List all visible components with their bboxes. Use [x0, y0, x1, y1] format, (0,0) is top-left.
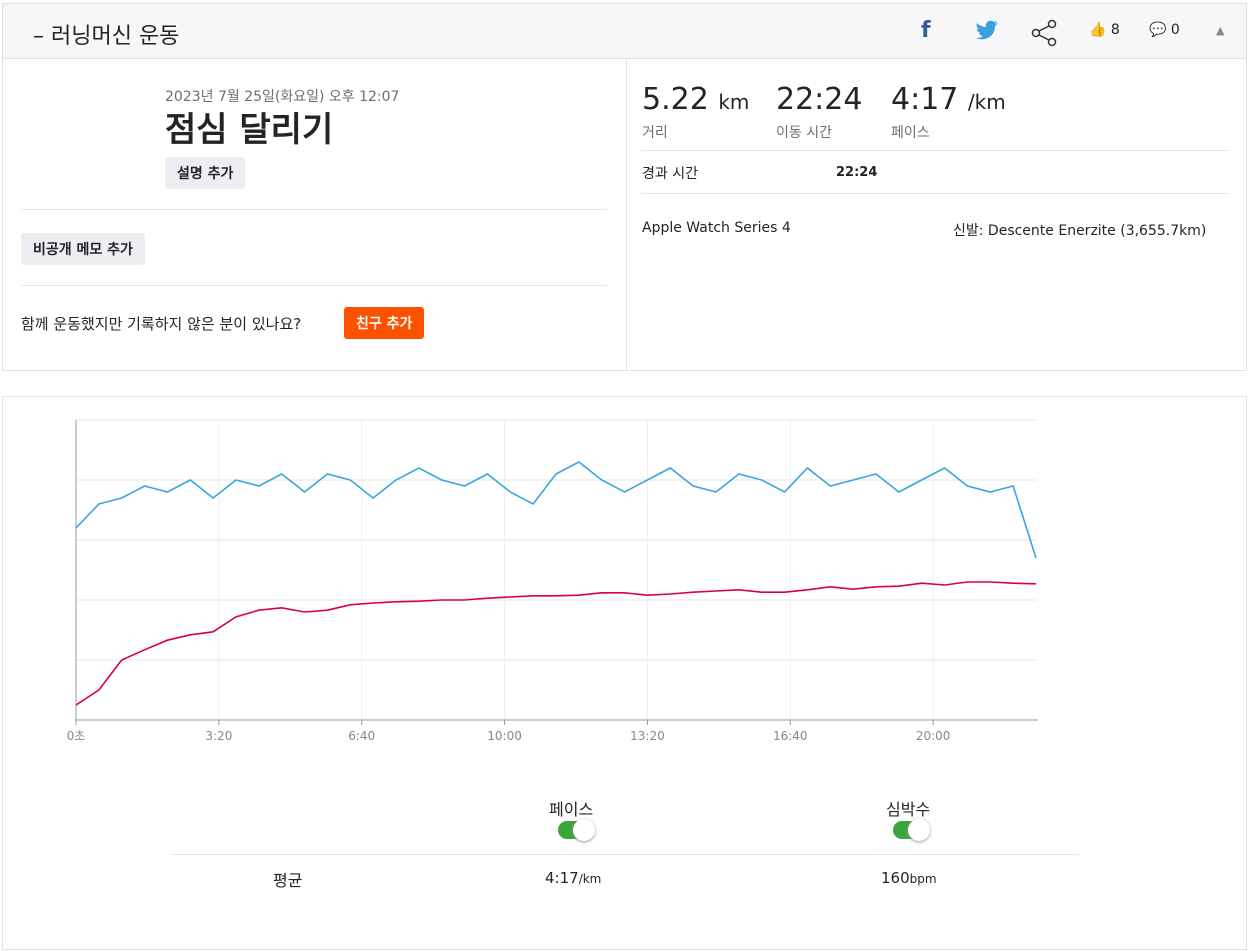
distance: 5.22: [642, 82, 709, 117]
average-pace: 4:17/km: [545, 869, 601, 887]
shoes: 신발: Descente Enerzite (3,655.7km): [953, 223, 1207, 239]
divider: [21, 285, 607, 286]
line-series: [75, 581, 1037, 706]
header-bar: [3, 4, 1246, 59]
x-tick-label: 0초: [67, 729, 86, 743]
hr-avg: 160: [881, 869, 910, 887]
x-tick-label: 10:00: [487, 729, 522, 743]
distance-value: 5.22 km: [642, 82, 749, 117]
collapse-button[interactable]: ▲: [1216, 24, 1225, 37]
divider: [641, 150, 1228, 151]
average-heart-rate: 160bpm: [881, 869, 937, 887]
average-label: 평균: [273, 871, 303, 890]
pace: 4:17: [891, 82, 959, 117]
hr-avg-unit: bpm: [909, 872, 937, 886]
add-note-button[interactable]: 비공개 메모 추가: [21, 233, 145, 265]
heart-rate-toggle[interactable]: [893, 819, 930, 841]
pace-avg: 4:17: [545, 869, 579, 887]
distance-unit: km: [718, 90, 750, 114]
x-tick-label: 20:00: [916, 729, 951, 743]
pace-label: 페이스: [891, 125, 930, 141]
device: Apple Watch Series 4: [642, 220, 791, 236]
x-tick-label: 16:40: [773, 729, 808, 743]
activity-panel: – 러닝머신 운동 f 👍 8 💬 0 ▲ 2023년 7월 25일(화요일) …: [2, 3, 1247, 371]
pace-unit: /km: [967, 90, 1006, 114]
divider: [641, 193, 1228, 194]
pace-avg-unit: /km: [578, 872, 602, 886]
activity-date: 2023년 7월 25일(화요일) 오후 12:07: [165, 89, 400, 105]
elapsed-label: 경과 시간: [642, 166, 698, 182]
header-title: – 러닝머신 운동: [33, 24, 180, 49]
add-description-button[interactable]: 설명 추가: [165, 157, 246, 189]
divider: [171, 854, 1079, 855]
like-count: 8: [1110, 22, 1120, 38]
activity-title: 점심 달리기: [165, 110, 334, 150]
x-tick-label: 6:40: [348, 729, 375, 743]
pace-toggle[interactable]: [558, 819, 595, 841]
share-button[interactable]: [1031, 19, 1059, 47]
twitter-button[interactable]: [973, 20, 1003, 44]
x-tick-label: 13:20: [630, 729, 665, 743]
distance-label: 거리: [642, 125, 668, 141]
moving-time-label: 이동 시간: [776, 125, 832, 141]
legend-heart-rate: 심박수: [886, 800, 931, 819]
moving-time: 22:24: [776, 82, 863, 117]
line-series: [75, 461, 1037, 559]
divider: [21, 209, 607, 210]
comment-button[interactable]: 💬 0: [1149, 22, 1180, 38]
friends-prompt: 함께 운동했지만 기록하지 않은 분이 있나요?: [21, 315, 302, 333]
facebook-button[interactable]: f: [921, 18, 931, 43]
chart-panel: 0초 3:20 6:40 10:00 13:20 16:40 20:00 페이스 심박수 평…: [2, 396, 1247, 950]
x-tick-label: 3:20: [205, 729, 232, 743]
comment-count: 0: [1170, 22, 1180, 38]
pace-value: 4:17 /km: [891, 82, 1006, 117]
elapsed-value: 22:24: [836, 165, 878, 180]
chart: 0초 3:20 6:40 10:00 13:20 16:40 20:00: [67, 419, 1038, 743]
like-button[interactable]: 👍 8: [1089, 22, 1120, 38]
legend-pace: 페이스: [549, 800, 594, 819]
add-friend-button[interactable]: 친구 추가: [344, 307, 425, 339]
divider: [626, 58, 627, 370]
